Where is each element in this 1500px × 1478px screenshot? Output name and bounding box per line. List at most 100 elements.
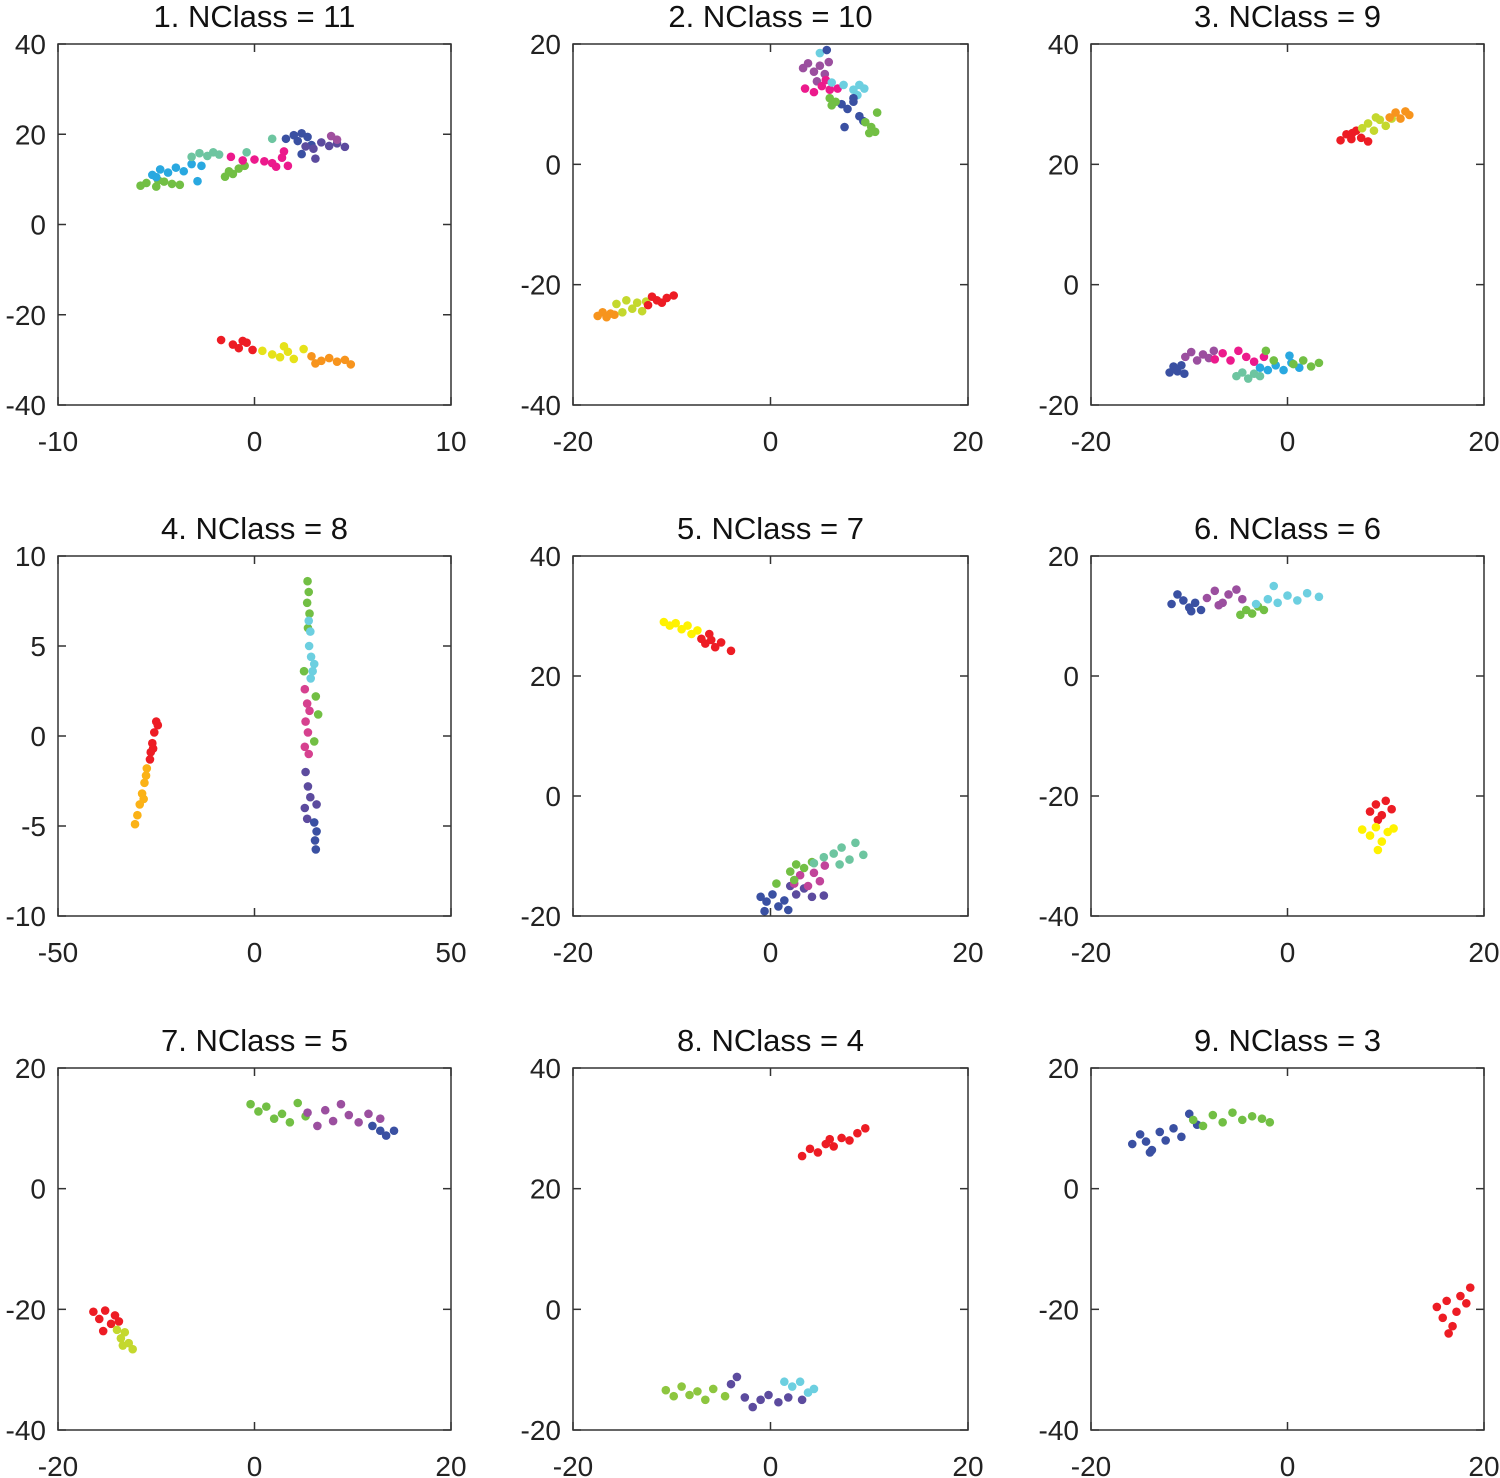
data-point-cluster-7 [840,122,849,132]
data-point-cluster-8 [234,343,244,353]
data-point-cluster-3 [303,576,312,586]
data-point-cluster-2 [1257,1114,1267,1123]
data-point-cluster-2 [1198,1121,1208,1131]
data-point-cluster-2 [1224,590,1233,599]
data-point-cluster-3 [313,710,323,719]
points [130,576,323,854]
data-point-cluster-1 [89,1307,98,1317]
data-point-cluster-3 [269,1114,279,1123]
y-tick-label: -40 [521,390,561,421]
data-point-cluster-5 [302,699,312,708]
data-point-cluster-3 [293,1098,303,1108]
data-point-cluster-8 [1279,365,1288,375]
y-tick-label: 0 [1063,661,1079,692]
data-point-cluster-2 [193,176,202,186]
x-tick-label: 20 [952,426,983,457]
data-point-cluster-7 [849,93,858,103]
data-point-cluster-3 [187,152,196,162]
data-point-cluster-2 [622,296,631,305]
subplot-title: 2. NClass = 10 [668,0,872,34]
data-point-cluster-4 [809,1384,819,1394]
data-point-cluster-1 [837,1133,846,1143]
y-tick-label: -40 [1039,901,1079,932]
data-point-cluster-1 [1356,133,1366,143]
x-tick-label: 50 [435,937,466,968]
data-point-cluster-2 [1238,594,1247,604]
data-point-cluster-8 [872,108,882,117]
points [593,45,882,322]
data-point-cluster-5 [301,717,310,726]
x-tick-label: -20 [553,1451,593,1478]
x-tick-label: 0 [763,1451,779,1478]
data-point-cluster-9 [279,342,289,351]
data-point-cluster-3 [261,1102,271,1111]
data-point-cluster-2 [1247,1111,1257,1121]
data-point-cluster-4 [795,1377,805,1387]
y-tick-label: 0 [545,1294,561,1325]
data-point-cluster-4 [306,674,315,683]
data-point-cluster-7 [311,845,321,854]
subplot-title: 8. NClass = 4 [677,1023,864,1058]
data-point-cluster-4 [819,891,829,900]
y-tick-label: -20 [1039,1294,1079,1325]
data-point-cluster-3 [669,291,679,300]
data-point-cluster-4 [328,1116,338,1126]
points [136,129,356,369]
data-point-cluster-6 [1234,346,1243,356]
data-point-cluster-7 [309,818,319,827]
data-point-cluster-2 [130,819,140,829]
data-point-cluster-3 [774,902,783,911]
data-point-cluster-4 [354,1118,363,1127]
y-tick-label: 40 [530,541,561,572]
data-point-cluster-2 [1363,119,1373,128]
y-tick-label: 20 [1048,541,1079,572]
data-point-cluster-4 [1269,581,1279,591]
data-point-cluster-8 [1285,351,1294,360]
data-point-cluster-3 [760,906,769,916]
data-point-cluster-4 [313,1121,322,1131]
data-point-cluster-1 [671,618,680,628]
data-point-cluster-1 [1190,598,1200,608]
y-tick-label: 0 [1063,1174,1079,1205]
y-tick-label: 0 [30,721,46,752]
subplot-6: -20 0 20 -40 -20 0 20 6. NClass = 6 [1039,511,1500,968]
data-point-cluster-6 [301,142,310,151]
data-point-cluster-4 [336,1099,346,1109]
axes-box [57,1067,452,1431]
data-point-cluster-3 [1259,605,1269,615]
data-point-cluster-4 [1283,591,1292,600]
data-point-cluster-3 [768,890,777,899]
data-point-cluster-2 [710,642,720,652]
y-tick-label: 5 [30,631,46,662]
x-tick-label: -20 [1071,937,1111,968]
data-point-cluster-4 [238,156,248,165]
data-point-cluster-4 [807,892,817,902]
data-point-cluster-2 [1218,1118,1227,1127]
data-point-cluster-2 [618,308,627,317]
y-tick-label: 0 [30,1174,46,1205]
subplot-title: 6. NClass = 6 [1194,511,1381,546]
data-point-cluster-1 [100,1306,110,1315]
data-point-cluster-2 [1214,600,1224,610]
y-tick-label: -20 [521,901,561,932]
points [89,1098,399,1354]
data-point-cluster-8 [1255,363,1265,372]
data-point-cluster-1 [1167,599,1176,609]
y-tick-label: 0 [545,149,561,180]
data-point-cluster-3 [726,1379,736,1389]
data-point-cluster-2 [1228,1108,1237,1117]
axes-box [572,555,969,917]
data-point-cluster-1 [1336,135,1345,145]
data-point-cluster-2 [677,1382,686,1391]
data-point-cluster-5 [1371,800,1381,809]
x-tick-label: 0 [247,937,263,968]
x-tick-label: 20 [1468,937,1499,968]
data-point-cluster-5 [1181,352,1190,362]
data-point-cluster-4 [226,152,236,162]
subplot-title: 7. NClass = 5 [161,1023,348,1058]
data-point-cluster-5 [381,1131,391,1140]
data-point-cluster-10 [324,353,334,363]
data-point-cluster-7 [819,852,829,862]
data-point-cluster-6 [839,80,848,90]
data-point-cluster-6 [1357,825,1367,834]
